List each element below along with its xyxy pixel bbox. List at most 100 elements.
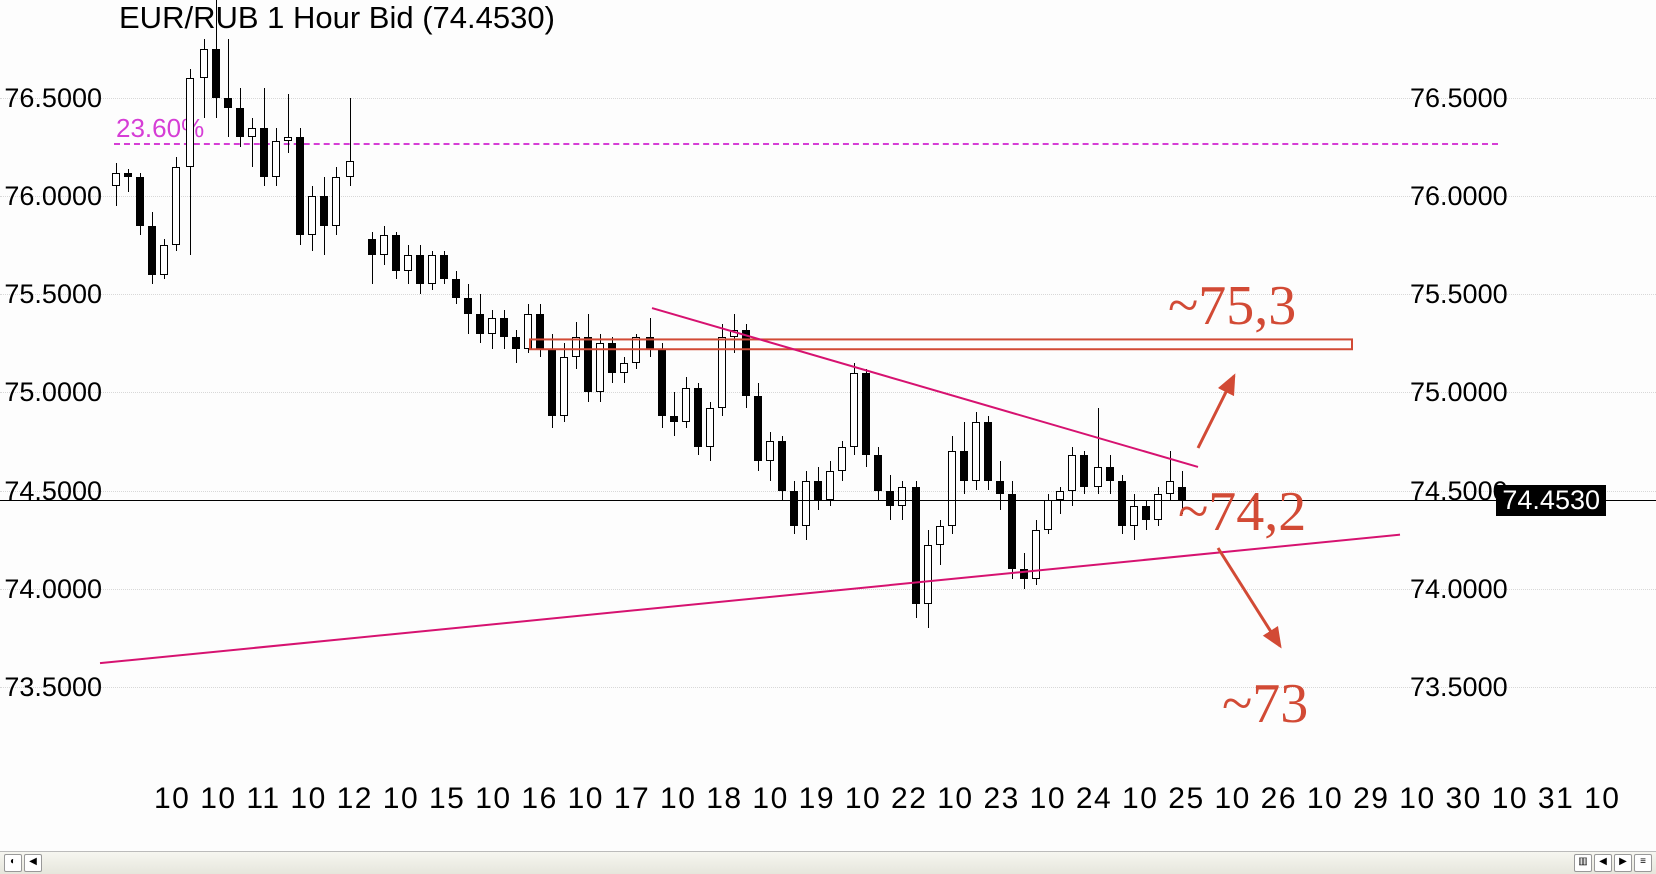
candle-body [224, 98, 232, 108]
candle-body [296, 137, 304, 235]
chart-root: 76.500076.500076.000076.000075.500075.50… [0, 0, 1656, 874]
candle-body [1032, 530, 1040, 579]
candle-body [332, 177, 340, 226]
candle-wick [674, 392, 675, 435]
candle-body [826, 471, 834, 500]
scroll-button-right[interactable]: ▥ [1574, 854, 1592, 872]
candle-body [754, 396, 762, 461]
candle-wick [228, 39, 229, 137]
y-tick-label-left: 75.5000 [0, 279, 102, 310]
price-annotation: ~73 [1222, 672, 1308, 736]
candle-body [996, 481, 1004, 495]
candle-body [682, 388, 690, 421]
candle-body [838, 447, 846, 471]
candle-body [850, 373, 858, 448]
candle-body [464, 298, 472, 314]
current-price-box: 74.4530 [1496, 485, 1606, 516]
y-tick-label-right: 74.0000 [1410, 574, 1508, 605]
candle-body [548, 349, 556, 416]
candle-body [1080, 455, 1088, 486]
candle-body [1154, 494, 1162, 520]
candle-body [790, 491, 798, 526]
candle-body [512, 337, 520, 349]
candle-body [560, 357, 568, 416]
candle-body [476, 314, 484, 334]
scroll-button-right[interactable]: ◀ [1594, 854, 1612, 872]
scroll-button-right[interactable]: ▶ [1614, 854, 1632, 872]
gridline [0, 98, 1656, 99]
candle-body [670, 416, 678, 422]
y-tick-label-right: 73.5000 [1410, 672, 1508, 703]
candle-body [1094, 467, 1102, 487]
candle-body [1008, 494, 1016, 569]
y-tick-label-left: 76.0000 [0, 181, 102, 212]
trendline-lower [100, 535, 1400, 664]
y-tick-label-left: 73.5000 [0, 672, 102, 703]
candle-body [972, 422, 980, 481]
candle-body [584, 337, 592, 392]
candle-body [248, 128, 256, 138]
candle-body [148, 226, 156, 275]
candle-body [646, 337, 654, 349]
candle-body [416, 255, 424, 284]
candle-body [428, 255, 436, 284]
candle-body [186, 78, 194, 166]
candle-body [200, 49, 208, 78]
gridline [0, 589, 1656, 590]
y-tick-label-right: 75.5000 [1410, 279, 1508, 310]
scroll-button-left[interactable]: ◀ [24, 854, 42, 872]
y-tick-label-left: 74.5000 [0, 476, 102, 507]
candle-body [500, 318, 508, 338]
candle-body [160, 245, 168, 274]
candle-body [778, 441, 786, 490]
candle-body [136, 177, 144, 226]
candle-body [596, 343, 604, 392]
candle-body [1118, 481, 1126, 526]
candle-body [960, 451, 968, 480]
fibonacci-line [114, 143, 1498, 145]
candle-body [1020, 569, 1028, 579]
candle-body [1130, 506, 1138, 526]
candle-body [694, 388, 702, 447]
candle-wick [288, 94, 289, 153]
candle-body [112, 173, 120, 187]
candle-body [260, 128, 268, 177]
candle-body [948, 451, 956, 526]
candle-body [608, 343, 616, 372]
y-tick-label-right: 76.0000 [1410, 181, 1508, 212]
candle-body [862, 373, 870, 455]
scroll-button-right[interactable]: ≡ [1634, 854, 1652, 872]
candle-body [524, 314, 532, 349]
candle-body [308, 196, 316, 235]
candle-body [984, 422, 992, 481]
candle-body [814, 481, 822, 501]
candle-wick [252, 118, 253, 167]
candle-body [320, 196, 328, 225]
candle-body [124, 173, 132, 177]
chart-title: EUR/RUB 1 Hour Bid (74.4530) [119, 0, 555, 36]
candle-body [912, 487, 920, 605]
gridline [0, 392, 1656, 393]
candle-body [936, 526, 944, 546]
candle-body [346, 161, 354, 177]
candle-body [802, 481, 810, 526]
scroll-button-left[interactable]: ◐ [4, 854, 22, 872]
candle-body [272, 141, 280, 176]
candle-body [718, 337, 726, 408]
candle-body [236, 108, 244, 137]
candle-body [284, 137, 292, 141]
y-tick-label-right: 74.5000 [1410, 476, 1508, 507]
candle-body [536, 314, 544, 349]
candle-body [212, 49, 220, 98]
candle-body [404, 255, 412, 271]
candle-body [1068, 455, 1076, 490]
candle-body [1044, 500, 1052, 529]
candle-body [620, 363, 628, 373]
candle-body [368, 239, 376, 255]
candle-body [632, 337, 640, 363]
y-tick-label-left: 74.0000 [0, 574, 102, 605]
gridline [0, 196, 1656, 197]
candle-body [658, 349, 666, 416]
y-tick-label-right: 76.5000 [1410, 83, 1508, 114]
candle-body [452, 279, 460, 299]
